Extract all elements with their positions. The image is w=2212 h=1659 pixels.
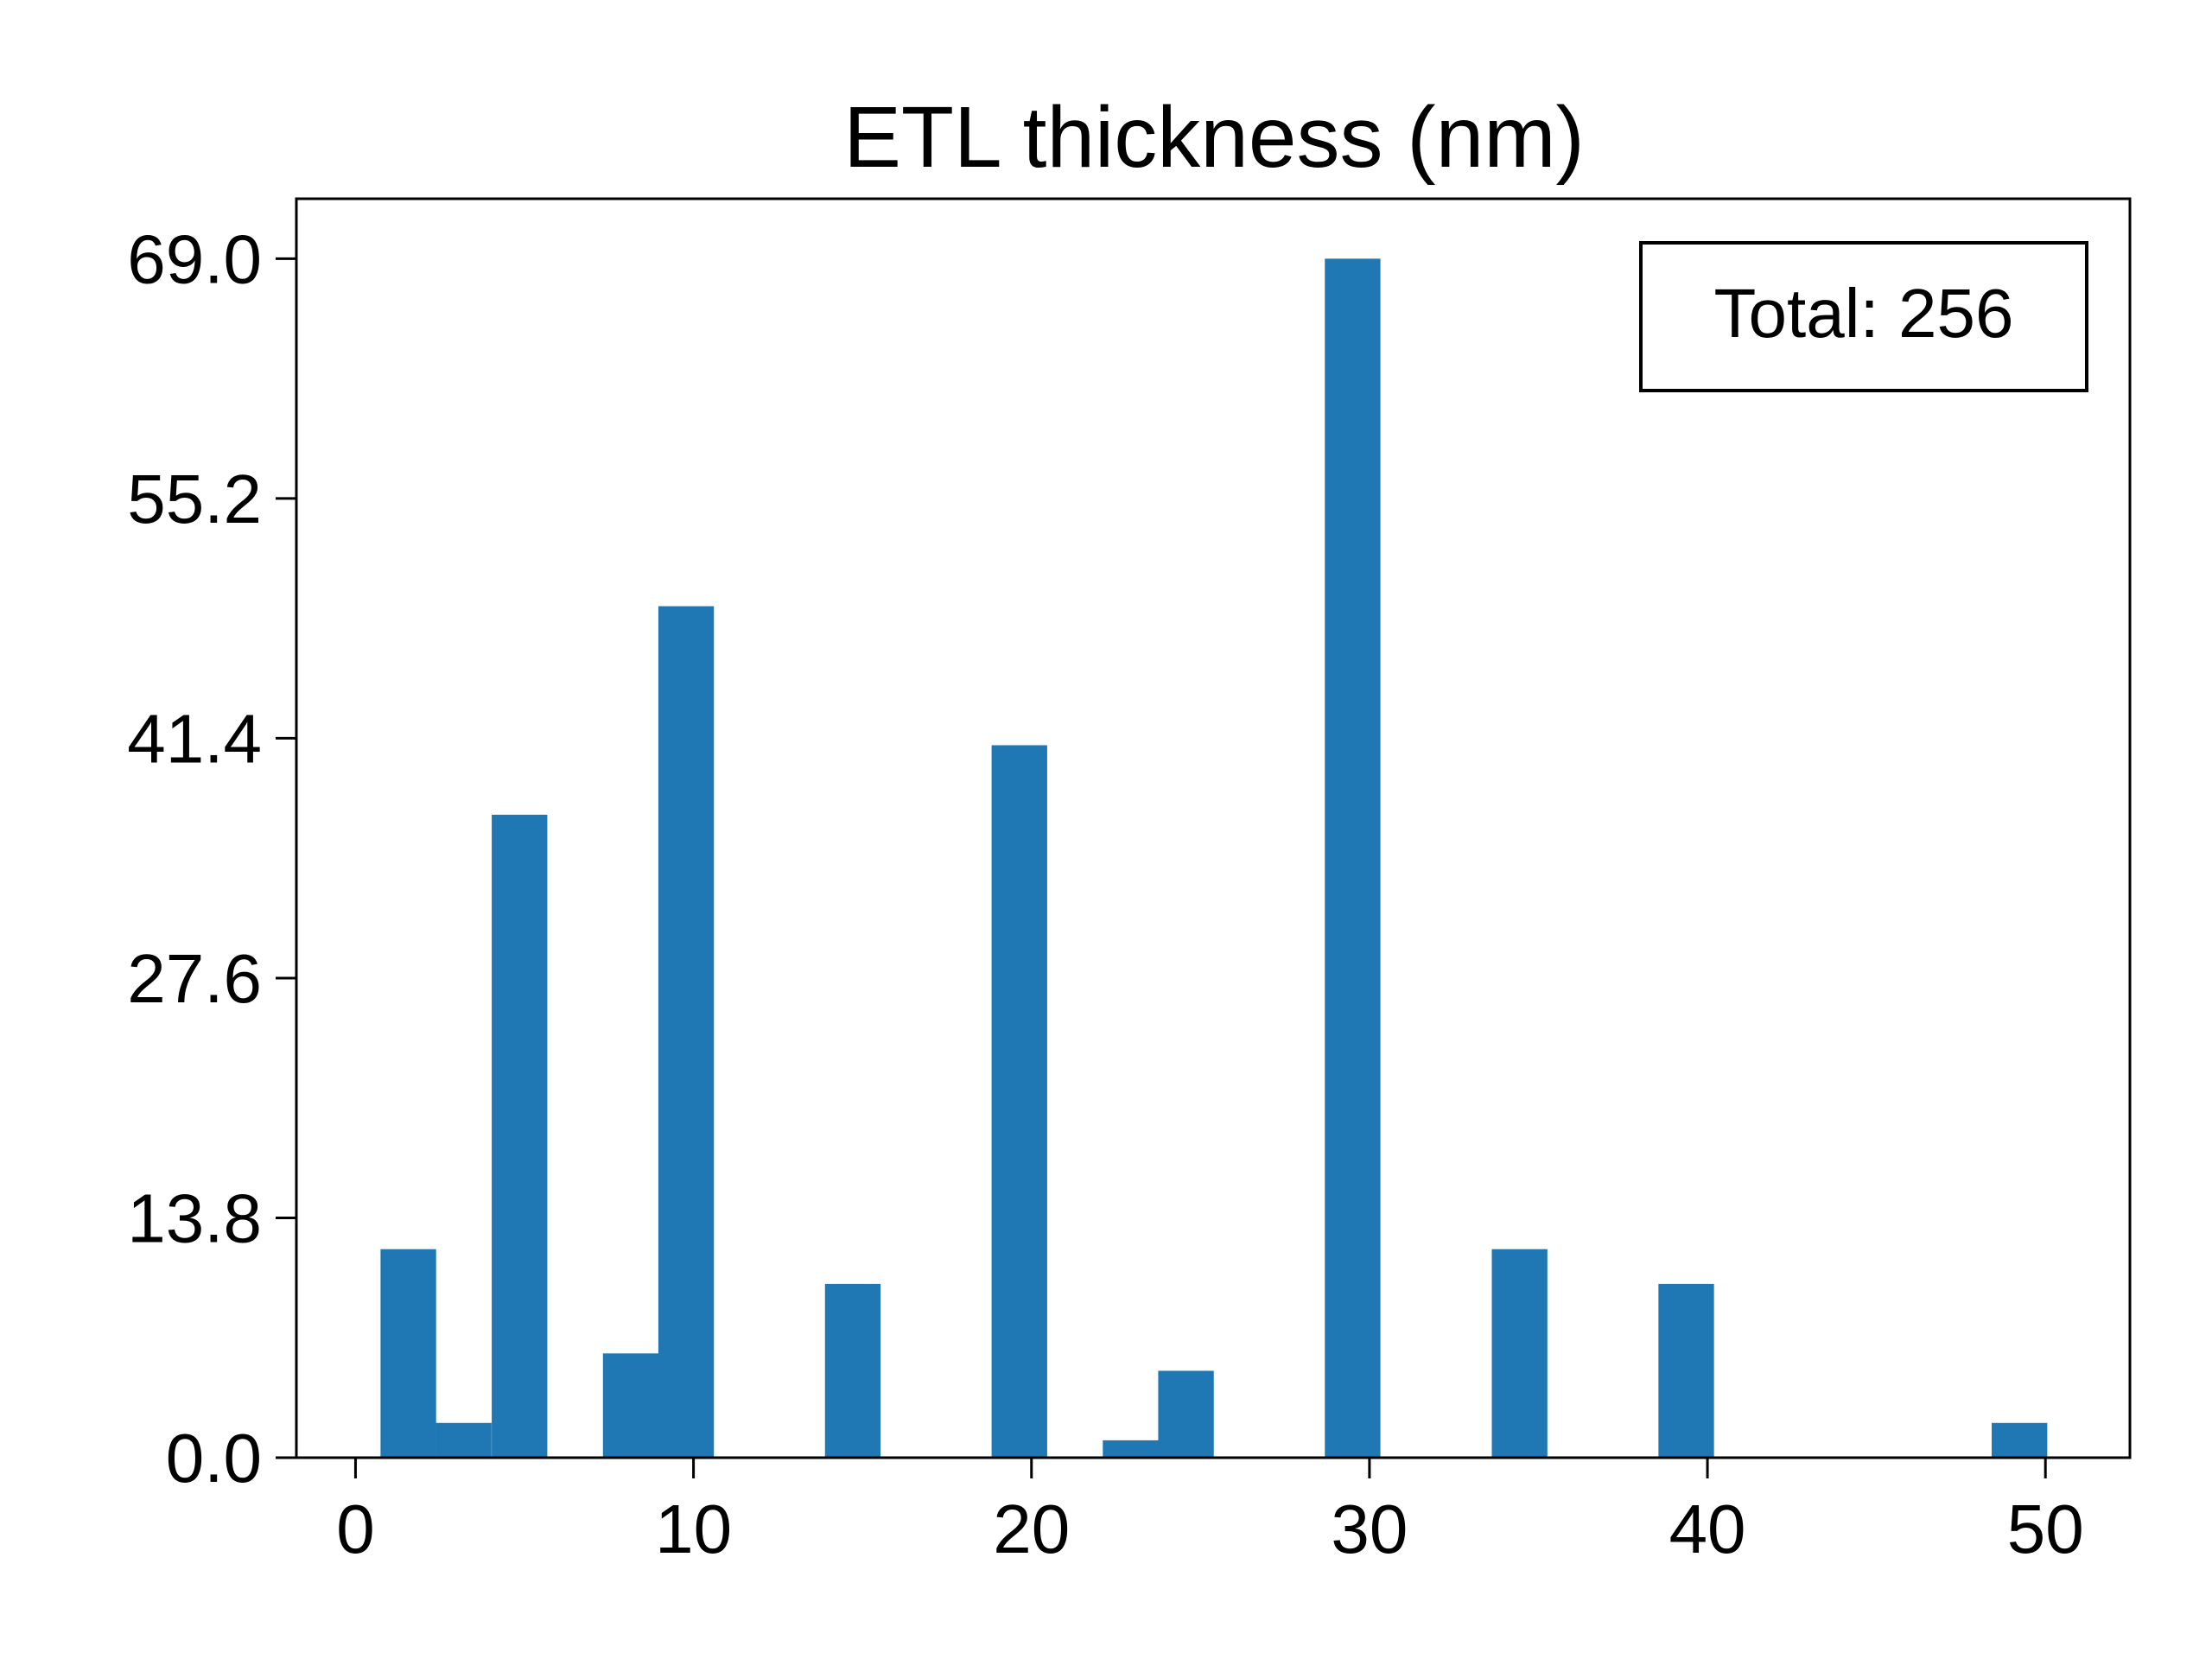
bar-0 bbox=[380, 1249, 436, 1458]
bars-group bbox=[380, 258, 2048, 1458]
y-tick-label-2: 27.6 bbox=[127, 940, 262, 1017]
y-tick-label-4: 55.2 bbox=[127, 461, 262, 537]
x-axis: 0 10 20 30 40 50 bbox=[336, 1458, 2084, 1567]
plot-frame bbox=[295, 197, 2132, 1459]
y-tick-label-0: 0.0 bbox=[166, 1420, 262, 1497]
y-tick-label-3: 41.4 bbox=[127, 700, 262, 777]
chart-title: ETL thickness (nm) bbox=[843, 89, 1585, 186]
bar-5 bbox=[824, 1283, 881, 1458]
x-tick-label-3: 30 bbox=[1331, 1491, 1408, 1567]
y-axis: 0.0 13.8 27.6 41.4 55.2 69.0 bbox=[127, 220, 296, 1497]
y-tick-label-1: 13.8 bbox=[127, 1179, 262, 1256]
x-tick-label-0: 0 bbox=[336, 1491, 375, 1567]
total-annotation-box: Total: 256 bbox=[1639, 241, 2088, 392]
bar-1 bbox=[435, 1422, 492, 1458]
bar-6 bbox=[991, 745, 1047, 1458]
bar-12 bbox=[1992, 1422, 2048, 1458]
x-tick-label-5: 50 bbox=[2007, 1491, 2084, 1567]
total-annotation-text: Total: 256 bbox=[1714, 275, 2014, 352]
bar-10 bbox=[1491, 1249, 1548, 1458]
bar-4 bbox=[658, 606, 715, 1458]
bar-2 bbox=[492, 814, 548, 1458]
bar-11 bbox=[1658, 1283, 1714, 1458]
bar-3 bbox=[602, 1353, 659, 1458]
bar-8 bbox=[1158, 1370, 1214, 1458]
x-tick-label-2: 20 bbox=[993, 1491, 1070, 1567]
x-tick-label-1: 10 bbox=[655, 1491, 732, 1567]
x-tick-label-4: 40 bbox=[1669, 1491, 1746, 1567]
bar-7 bbox=[1103, 1440, 1159, 1458]
bar-9 bbox=[1325, 258, 1381, 1458]
y-tick-label-5: 69.0 bbox=[127, 220, 262, 297]
